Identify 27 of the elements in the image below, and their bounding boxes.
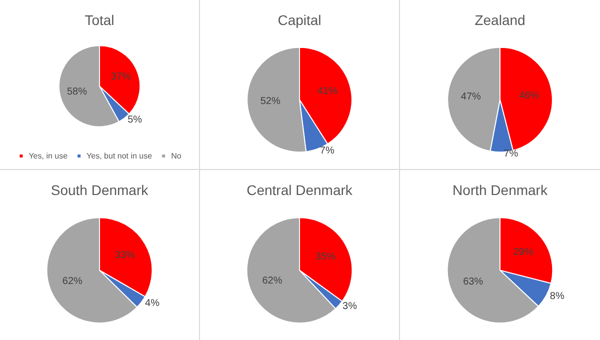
data-label: 3% [342, 300, 358, 312]
legend-label: Yes, in use [28, 152, 68, 160]
chart-title: Total [84, 12, 114, 28]
chart-title: South Denmark [50, 182, 150, 198]
data-label: 52% [260, 96, 280, 108]
data-label: 63% [463, 276, 484, 288]
data-label: 7% [320, 145, 334, 156]
data-label: 4% [145, 298, 160, 309]
chart-title: Capital [278, 12, 322, 28]
chart-title: Central Denmark [246, 182, 354, 198]
data-label: 35% [316, 251, 336, 262]
data-label: 46% [518, 90, 540, 102]
data-label: 41% [318, 86, 338, 98]
legend-label: Yes, but not in use [86, 152, 153, 160]
legend-label: No [171, 152, 182, 160]
data-label: 7% [504, 148, 518, 160]
data-label: 29% [513, 246, 534, 258]
data-label: 62% [62, 276, 83, 288]
data-label: 5% [128, 114, 142, 126]
data-label: 8% [550, 291, 564, 302]
data-label: 37% [110, 71, 131, 82]
data-label: 58% [66, 86, 88, 98]
data-label: 33% [114, 250, 136, 262]
data-label: 62% [262, 276, 282, 287]
chart-title: Zealand [474, 12, 526, 28]
data-label: 47% [460, 91, 482, 102]
chart-title: North Denmark [452, 182, 548, 198]
